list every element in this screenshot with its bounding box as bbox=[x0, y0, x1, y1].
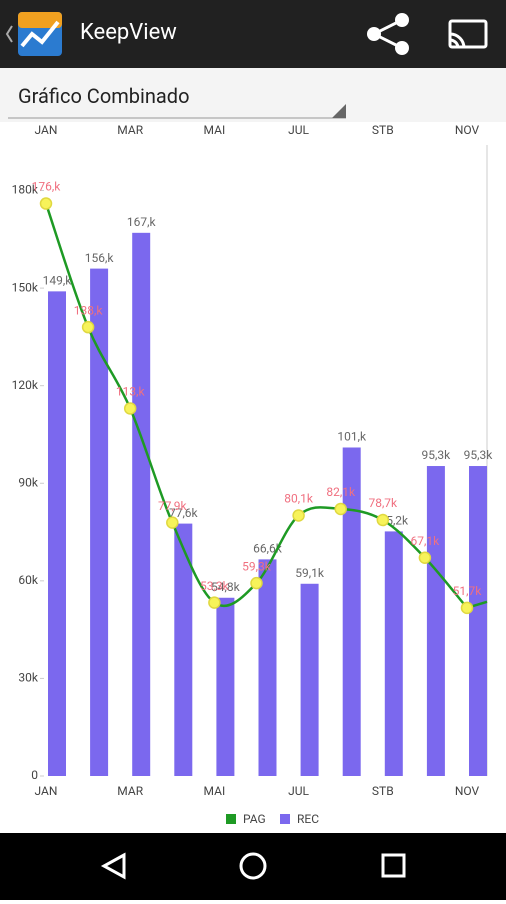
line-marker bbox=[123, 402, 137, 415]
line-marker bbox=[334, 502, 347, 516]
x-tick-label: STB bbox=[372, 123, 394, 137]
bar-value-label: 95,3k bbox=[422, 448, 452, 462]
line-marker bbox=[39, 197, 53, 210]
line-marker bbox=[81, 320, 95, 334]
x-tick-label: JAN bbox=[35, 123, 58, 137]
bar bbox=[90, 268, 109, 776]
bar bbox=[48, 291, 66, 776]
bar bbox=[132, 232, 151, 776]
bar-value-label: 54,8k bbox=[211, 580, 241, 594]
legend-swatch bbox=[280, 814, 290, 824]
selector[interactable] bbox=[0, 68, 506, 122]
selector-label: Gráfico Combinado bbox=[18, 84, 190, 108]
line-marker bbox=[208, 596, 221, 609]
y-tick-label: 90k bbox=[18, 475, 38, 489]
y-tick-label: 60k bbox=[18, 573, 38, 587]
cast-icon[interactable] bbox=[448, 19, 488, 49]
bar-value-label: 156,k bbox=[85, 251, 115, 265]
bar bbox=[469, 466, 487, 776]
nav-recent[interactable] bbox=[381, 853, 406, 878]
bar bbox=[300, 583, 319, 776]
line-value-label: 51,7k bbox=[453, 584, 483, 598]
line-value-label: 80,1k bbox=[284, 492, 314, 506]
bar bbox=[426, 466, 445, 776]
x-tick-label: JUL bbox=[288, 123, 309, 137]
bar-value-label: 95,3k bbox=[464, 448, 494, 462]
bar-value-label: 77,6k bbox=[169, 506, 199, 520]
y-tick-label: 0 bbox=[31, 768, 38, 782]
bar-value-label: 167,k bbox=[127, 215, 157, 229]
nav-bar bbox=[0, 833, 506, 900]
bar-value-label: 101,k bbox=[337, 430, 367, 444]
x-tick-label: MAI bbox=[204, 123, 226, 137]
line-value-label: 77,9k bbox=[158, 499, 188, 513]
line-value-label: 78,7k bbox=[368, 496, 398, 510]
app-bar-icons bbox=[5, 12, 488, 56]
selector-deco bbox=[8, 104, 346, 119]
x-tick-label: JAN bbox=[35, 784, 58, 798]
y-tick-label: 180k bbox=[12, 183, 39, 197]
app-icon-top bbox=[18, 12, 62, 28]
legend-label: PAG bbox=[243, 812, 266, 826]
line-marker bbox=[376, 513, 390, 527]
x-tick-label: STB bbox=[372, 784, 394, 798]
nav-home[interactable] bbox=[239, 852, 267, 880]
line-value-label: 176,k bbox=[32, 180, 62, 194]
share-icon[interactable] bbox=[367, 13, 409, 55]
line-value-label: 138,k bbox=[74, 303, 104, 317]
bar bbox=[258, 559, 277, 776]
chart: 0 30k 60k 90k 120k 150k 180k JAN JAN MAR MAR MAI MAI… bbox=[12, 123, 494, 826]
x-tick-label: MAR bbox=[117, 123, 143, 137]
x-tick-label: NOV bbox=[455, 123, 480, 137]
bar-value-label: 59,1k bbox=[295, 566, 325, 580]
x-tick-label: NOV bbox=[455, 784, 480, 798]
bar bbox=[216, 597, 235, 776]
y-tick-label: 150k bbox=[12, 280, 39, 294]
line-marker bbox=[166, 516, 179, 529]
line-value-label: 53,3k bbox=[200, 579, 230, 593]
line bbox=[44, 203, 488, 610]
line-value-label: 113,k bbox=[116, 385, 146, 399]
bar bbox=[174, 523, 193, 776]
bar bbox=[384, 531, 403, 776]
line-value-label: 59,3k bbox=[242, 559, 272, 573]
bar-value-label: 149,k bbox=[43, 274, 73, 288]
y-tick-label: 30k bbox=[18, 671, 38, 685]
x-tick-label: MAR bbox=[117, 784, 143, 798]
line-marker bbox=[418, 551, 432, 565]
back-arrow[interactable] bbox=[5, 25, 13, 43]
line-value-label: 67,1k bbox=[411, 534, 441, 548]
app-icon-line bbox=[20, 20, 60, 48]
line-marker bbox=[460, 601, 474, 615]
nav-back[interactable] bbox=[100, 852, 126, 880]
line-value-label: 82,1k bbox=[326, 485, 356, 499]
legend-swatch bbox=[226, 814, 236, 824]
y-tick-label: 120k bbox=[12, 378, 39, 392]
line-marker bbox=[250, 576, 263, 590]
nav-icons bbox=[100, 852, 406, 880]
app-bar bbox=[0, 0, 506, 68]
app-title: KeepView bbox=[80, 20, 177, 45]
x-tick-label: MAI bbox=[204, 784, 226, 798]
x-tick-label: JUL bbox=[288, 784, 309, 798]
bar bbox=[342, 447, 361, 776]
legend-label: REC bbox=[297, 812, 319, 826]
line-marker bbox=[292, 509, 305, 522]
